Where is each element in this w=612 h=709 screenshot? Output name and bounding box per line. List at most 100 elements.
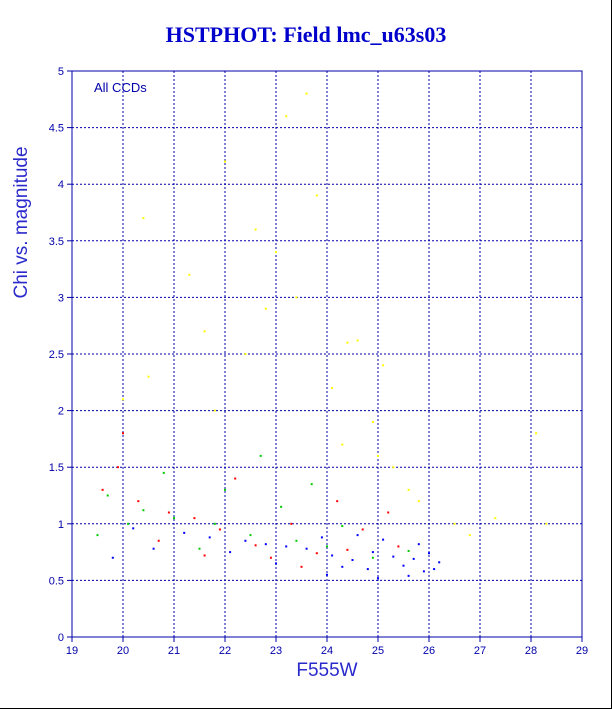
data-point (412, 557, 415, 560)
y-tick-label: 1 (58, 519, 64, 531)
data-point (264, 307, 267, 310)
x-axis-title: F555W (296, 660, 357, 681)
data-point (468, 534, 471, 537)
data-point (122, 398, 124, 401)
x-tick-label: 20 (117, 645, 129, 657)
y-tick-label: 5 (58, 66, 64, 78)
data-point (147, 375, 150, 378)
data-point (331, 554, 334, 557)
data-point (229, 551, 232, 554)
data-point (193, 517, 196, 520)
data-point (417, 500, 420, 503)
data-point (346, 548, 349, 551)
data-point (545, 522, 548, 525)
data-point (96, 534, 99, 537)
data-point (371, 556, 374, 559)
data-point (377, 454, 379, 457)
data-point (371, 420, 374, 423)
data-point (305, 92, 308, 95)
data-point (280, 505, 283, 508)
x-tick-label: 25 (372, 645, 384, 657)
data-point (198, 547, 201, 550)
x-tick-label: 24 (321, 645, 333, 657)
data-point (157, 539, 160, 542)
data-point (162, 471, 165, 474)
x-tick-label: 27 (474, 645, 486, 657)
data-point (122, 432, 124, 435)
data-point (351, 559, 354, 562)
data-point (116, 466, 119, 469)
data-point (213, 522, 216, 525)
y-tick-label: 2.5 (49, 349, 64, 361)
x-axis-ticks: 19 20 21 22 23 24 25 26 27 28 29 (66, 637, 588, 657)
x-tick-label: 22 (219, 645, 231, 657)
data-point (254, 228, 257, 231)
annotation-all-ccds: All CCDs (94, 80, 147, 95)
data-point (371, 551, 374, 554)
data-point (183, 531, 186, 534)
data-point (249, 534, 252, 537)
data-point (422, 570, 425, 573)
data-point (300, 565, 303, 568)
x-tick-label: 21 (168, 645, 180, 657)
data-point (382, 364, 385, 367)
x-tick-label: 29 (576, 645, 588, 657)
data-point (535, 432, 538, 435)
data-point (310, 483, 313, 486)
data-point (407, 574, 410, 577)
data-point (285, 545, 288, 548)
y-tick-label: 1.5 (49, 462, 64, 474)
y-axis-ticks: 0 0.5 1 1.5 2 2.5 3 3.5 4 4.5 5 (49, 66, 72, 644)
data-point (101, 488, 104, 491)
x-tick-label: 23 (270, 645, 282, 657)
data-point (417, 543, 420, 546)
data-point (295, 296, 298, 299)
data-point (341, 565, 344, 568)
y-tick-label: 4.5 (49, 123, 64, 135)
data-point (428, 552, 430, 555)
data-point (254, 544, 257, 547)
chart-title: HSTPHOT: Field lmc_u63s03 (165, 22, 447, 47)
data-points (96, 92, 548, 580)
data-point (203, 330, 206, 333)
data-point (346, 341, 349, 344)
data-point (224, 160, 226, 163)
data-point (397, 545, 400, 548)
data-point (142, 217, 145, 220)
data-point (218, 528, 221, 531)
y-tick-label: 4 (58, 179, 64, 191)
data-point (295, 539, 298, 542)
x-tick-label: 26 (423, 645, 435, 657)
data-point (341, 525, 344, 528)
grid (71, 70, 583, 638)
data-point (285, 115, 288, 118)
y-tick-label: 3 (58, 292, 64, 304)
data-point (341, 443, 344, 446)
data-point (361, 528, 364, 531)
data-point (356, 534, 359, 537)
data-point (290, 522, 293, 525)
data-point (377, 577, 379, 580)
data-point (142, 509, 145, 512)
data-point (392, 555, 395, 558)
x-tick-label: 28 (525, 645, 537, 657)
data-point (326, 545, 328, 548)
data-point (203, 554, 206, 557)
data-point (152, 547, 155, 550)
data-point (407, 488, 410, 491)
data-point (111, 556, 114, 559)
data-point (244, 353, 247, 355)
data-point (331, 386, 334, 389)
data-point (402, 564, 405, 567)
data-point (234, 477, 237, 480)
data-point (167, 511, 170, 514)
data-point (336, 500, 339, 503)
data-point (320, 536, 323, 539)
data-point (392, 466, 395, 469)
data-point (208, 536, 211, 539)
data-point (315, 194, 318, 197)
data-point (173, 517, 175, 520)
data-point (326, 573, 328, 576)
data-point (407, 549, 410, 552)
